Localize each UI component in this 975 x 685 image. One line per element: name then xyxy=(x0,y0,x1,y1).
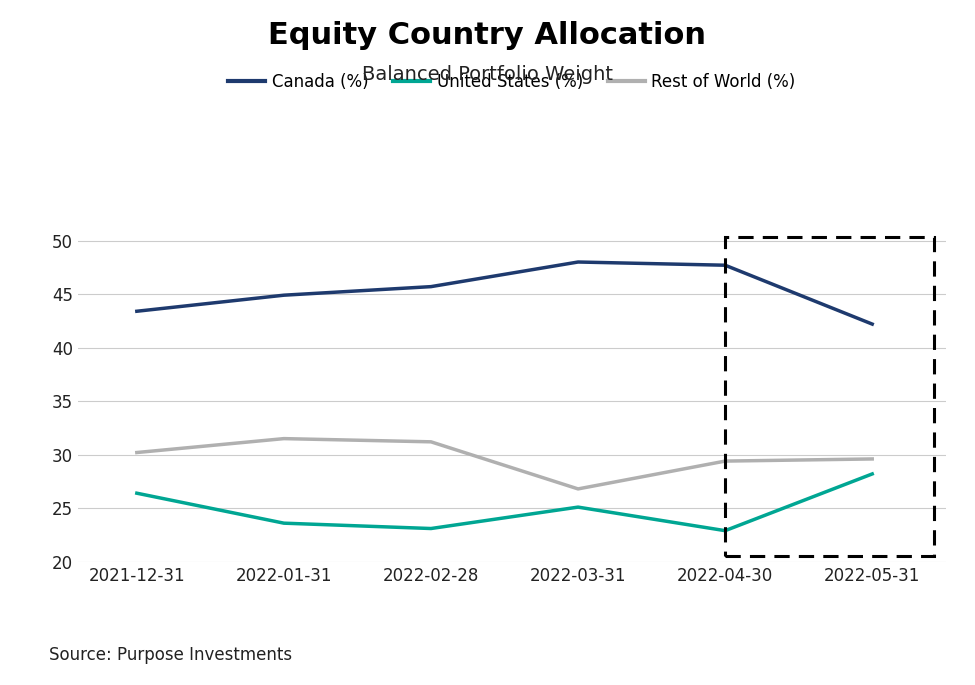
Text: Source: Purpose Investments: Source: Purpose Investments xyxy=(49,647,292,664)
Bar xyxy=(725,238,934,556)
Text: Balanced Portfolio Weight: Balanced Portfolio Weight xyxy=(362,65,613,84)
Text: Equity Country Allocation: Equity Country Allocation xyxy=(268,21,707,49)
Legend: Canada (%), United States (%), Rest of World (%): Canada (%), United States (%), Rest of W… xyxy=(221,66,802,98)
